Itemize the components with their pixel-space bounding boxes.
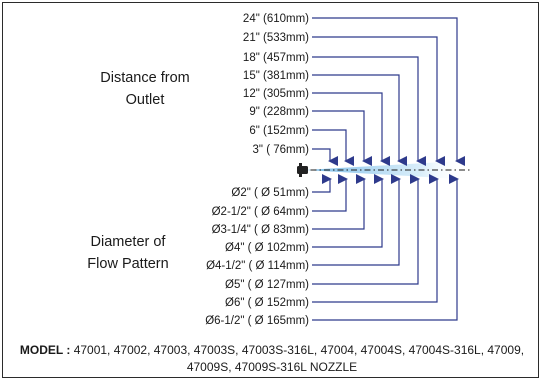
distance-title-line1: Distance from	[100, 70, 189, 86]
diameter-arrow	[312, 174, 459, 321]
distance-label: 24" (610mm)	[243, 13, 309, 25]
diameter-arrow	[312, 174, 384, 248]
distance-arrow	[312, 110, 372, 166]
diameter-title-line2: Flow Pattern	[87, 256, 168, 272]
distance-arrow	[312, 36, 445, 166]
distance-label: 18" (457mm)	[243, 52, 309, 64]
distance-title-line2: Outlet	[126, 92, 165, 108]
diameter-arrow	[312, 174, 439, 303]
model-list: 47001, 47002, 47003, 47003S, 47003S-316L…	[73, 343, 525, 374]
diameter-arrow	[312, 174, 420, 285]
diameter-arrow	[312, 174, 366, 230]
distance-label: 12" (305mm)	[243, 88, 309, 100]
diameter-arrow	[312, 174, 332, 193]
diameter-label: Ø5" ( Ø 127mm)	[225, 279, 309, 291]
diameter-label: Ø4-1/2" ( Ø 114mm)	[206, 260, 309, 272]
diameter-arrow	[312, 174, 348, 212]
diameter-label: Ø6" ( Ø 152mm)	[225, 297, 309, 309]
diameter-arrow	[312, 174, 401, 266]
distance-label: 6" (152mm)	[249, 125, 309, 137]
distance-arrow	[312, 74, 407, 166]
distance-arrow	[312, 129, 354, 166]
distance-label: 21" (533mm)	[243, 32, 309, 44]
diameter-label: Ø6-1/2" ( Ø 165mm)	[205, 315, 309, 327]
distance-arrow	[312, 92, 390, 166]
model-label: MODEL :	[19, 343, 71, 357]
distance-arrow	[312, 56, 426, 166]
diagram-frame	[2, 2, 539, 378]
distance-arrow	[312, 148, 338, 166]
diameter-label: Ø4" ( Ø 102mm)	[225, 242, 309, 254]
distance-arrow	[312, 17, 465, 166]
model-note: MODEL : 47001, 47002, 47003, 47003S, 470…	[12, 342, 532, 376]
distance-label: 3" ( 76mm)	[253, 144, 310, 156]
nozzle-icon	[297, 163, 308, 177]
spray-pattern-diagram: Distance from Outlet Diameter of Flow Pa…	[87, 13, 472, 327]
diameter-label: Ø2-1/2" ( Ø 64mm)	[212, 206, 310, 218]
distance-label: 15" (381mm)	[243, 70, 309, 82]
diameter-label: Ø2" ( Ø 51mm)	[231, 187, 309, 199]
diameter-label: Ø3-1/4" ( Ø 83mm)	[212, 224, 310, 236]
distance-label: 9" (228mm)	[249, 106, 309, 118]
diameter-title-line1: Diameter of	[91, 234, 167, 250]
